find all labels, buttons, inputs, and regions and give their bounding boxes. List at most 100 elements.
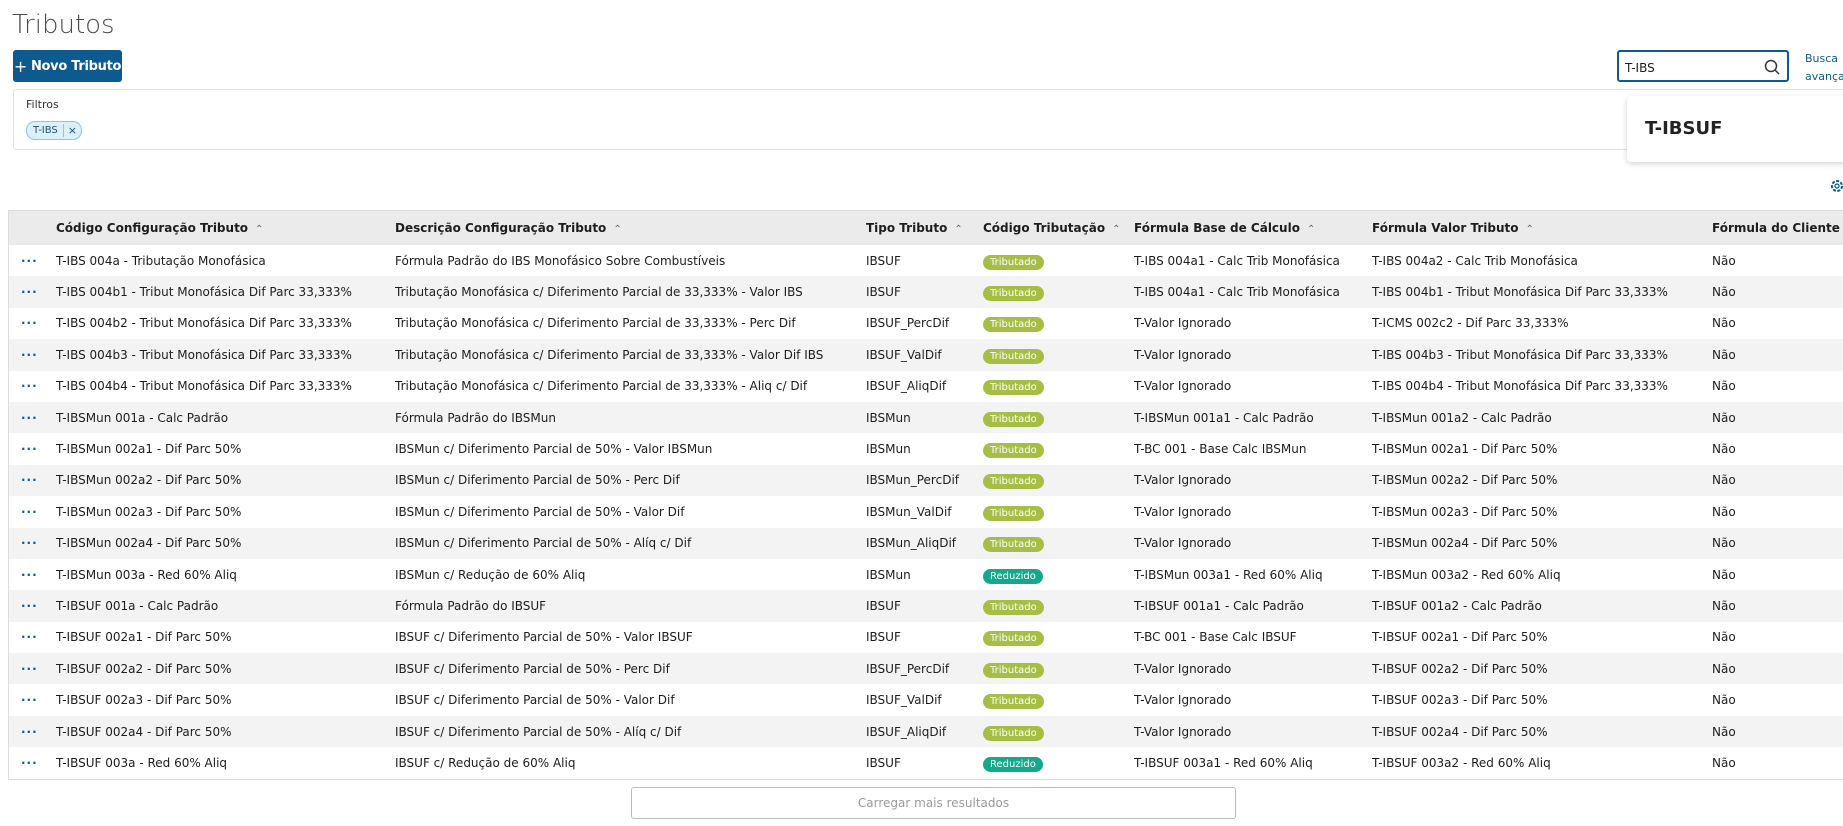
cell-text: IBSMun [866, 410, 911, 425]
cell-text: IBSMun_ValDif [866, 504, 952, 519]
cell: Reduzido [983, 568, 1043, 584]
column-header[interactable]: Fórmula Valor Tributo ⌃ [1372, 221, 1534, 235]
cell-text: Tributação Monofásica c/ Diferimento Par… [395, 379, 808, 394]
cell-text: IBSMun [866, 442, 911, 457]
search-icon [1764, 59, 1780, 75]
settings-icon[interactable] [1829, 178, 1843, 194]
new-button[interactable]: + Novo Tributo [13, 50, 122, 82]
advanced-search[interactable]: Busca avançada [1805, 52, 1843, 83]
cell-text: IBSUF_AliqDif [866, 379, 947, 394]
table-row: ··· T-IBSUF 002a1 - Dif Parc 50% IBSUF c/ … [9, 622, 1843, 653]
search-value: T-IBS [1625, 61, 1655, 75]
cell-text: T-IBS 004a - Tributação Monofásica [56, 253, 266, 268]
status-badge: Tributado [983, 286, 1044, 302]
column-header[interactable]: Código Configuração Tributo ⌃ [56, 221, 263, 235]
row-actions[interactable]: ··· [21, 410, 38, 425]
status-badge: Tributado [983, 443, 1044, 459]
search-suggestions: T-IBSUF [1627, 96, 1843, 162]
column-header[interactable]: Fórmula Base de Cálculo ⌃ [1134, 221, 1315, 235]
cell: Tributado [983, 662, 1044, 678]
cell-text: IBSUF c/ Redução de 60% Aliq [395, 755, 576, 770]
table-row: ··· T-IBSMun 002a1 - Dif Parc 50% IBSMun c… [9, 433, 1843, 464]
cell-text: IBSMun_PercDif [866, 473, 959, 488]
cell-text: Não [1712, 473, 1736, 488]
status-badge: Tributado [983, 380, 1044, 396]
sort-icon[interactable]: ⌃ [954, 224, 963, 235]
status-badge: Tributado [983, 474, 1044, 490]
chip-label: T-IBS [33, 125, 58, 136]
row-actions[interactable]: ··· [21, 598, 38, 613]
status-badge: Tributado [983, 725, 1044, 741]
cell-text: IBSMun c/ Redução de 60% Aliq [395, 567, 586, 582]
row-actions[interactable]: ··· [21, 285, 38, 300]
cell-text: T-IBSUF 002a3 - Dif Parc 50% [56, 693, 232, 708]
cell-text: IBSUF [866, 598, 901, 613]
chip-remove[interactable]: × [62, 124, 77, 137]
cell-text: IBSUF [866, 253, 901, 268]
sort-icon[interactable]: ⌃ [613, 224, 622, 235]
cell: Tributado [983, 442, 1044, 459]
sort-icon[interactable]: ⌃ [255, 224, 264, 235]
suggestion[interactable]: T-IBSUF [1645, 118, 1723, 139]
cell-text: T-IBSMun 003a1 - Red 60% Aliq [1134, 567, 1323, 582]
page-title: Tributos [12, 10, 115, 40]
sort-icon[interactable]: ⌃ [1525, 224, 1534, 235]
cell: Tributado [983, 630, 1044, 647]
cell-text: T-Valor Ignorado [1134, 379, 1232, 394]
table-row: ··· T-IBS 004a - Tributação Monofásica Fór… [9, 245, 1843, 276]
filter-chip[interactable]: T-IBS × [26, 121, 82, 140]
cell-text: T-IBS 004b4 - Tribut Monofásica Dif Parc… [1372, 379, 1668, 394]
load-more-button[interactable]: Carregar mais resultados [631, 787, 1236, 819]
row-actions[interactable]: ··· [21, 347, 38, 362]
table-row: ··· T-IBS 004b3 - Tribut Monofásica Dif P… [9, 339, 1843, 371]
cell-text: T-IBSMun 003a - Red 60% Aliq [56, 567, 237, 582]
cell-text: Não [1712, 536, 1736, 551]
cell-text: T-IBSMun 002a1 - Dif Parc 50% [1372, 442, 1558, 457]
row-actions[interactable]: ··· [21, 693, 38, 708]
row-actions[interactable]: ··· [21, 661, 38, 676]
column-header[interactable]: Descrição Configuração Tributo ⌃ [395, 221, 622, 235]
cell-text: Não [1712, 693, 1736, 708]
cell-text: T-IBS 004b1 - Tribut Monofásica Dif Parc… [56, 285, 352, 300]
status-badge: Tributado [983, 599, 1044, 615]
cell-text: T-IBS 004b2 - Tribut Monofásica Dif Parc… [56, 316, 352, 331]
column-header[interactable]: Código Tributação ⌃ [983, 221, 1120, 235]
cell-text: T-Valor Ignorado [1134, 536, 1232, 551]
cell-text: Não [1712, 598, 1736, 613]
status-badge: Reduzido [983, 756, 1043, 772]
column-header[interactable]: Tipo Tributo ⌃ [866, 221, 963, 235]
column-header[interactable]: Fórmula do Cliente⌃ [1712, 221, 1843, 235]
cell-text: Não [1712, 755, 1736, 770]
cell-text: Não [1712, 661, 1736, 676]
cell-text: Tributação Monofásica c/ Diferimento Par… [395, 316, 796, 331]
row-actions[interactable]: ··· [21, 442, 38, 457]
row-actions[interactable]: ··· [21, 379, 38, 394]
table-row: ··· T-IBSUF 002a2 - Dif Parc 50% IBSUF c/ … [9, 653, 1843, 685]
row-actions[interactable]: ··· [21, 567, 38, 582]
cell-text: T-Valor Ignorado [1134, 347, 1232, 362]
cell-text: Não [1712, 442, 1736, 457]
sort-icon[interactable]: ⌃ [1112, 224, 1121, 235]
row-actions[interactable]: ··· [21, 536, 38, 551]
row-actions[interactable]: ··· [21, 630, 38, 645]
cell-text: T-IBSUF 002a1 - Dif Parc 50% [56, 630, 232, 645]
column-label: Fórmula Valor Tributo [1372, 221, 1519, 235]
table-row: ··· T-IBSMun 002a4 - Dif Parc 50% IBSMun c… [9, 527, 1843, 559]
column-label: Código Configuração Tributo [56, 221, 249, 235]
row-actions[interactable]: ··· [21, 253, 38, 268]
cell-text: Fórmula Padrão do IBSUF [395, 598, 547, 613]
row-actions[interactable]: ··· [21, 504, 38, 519]
sort-icon[interactable]: ⌃ [1306, 224, 1316, 235]
row-actions[interactable]: ··· [21, 724, 38, 739]
cell: Tributado [983, 599, 1044, 615]
row-actions[interactable]: ··· [21, 316, 38, 331]
cell: Tributado [983, 285, 1044, 302]
cell-text: Não [1712, 504, 1736, 519]
cell-text: T-IBSMun 002a4 - Dif Parc 50% [1372, 536, 1558, 551]
row-actions[interactable]: ··· [21, 755, 38, 770]
cell-text: IBSUF c/ Diferimento Parcial de 50% - Va… [395, 693, 675, 708]
search-input[interactable]: T-IBS [1617, 50, 1789, 82]
row-actions[interactable]: ··· [21, 473, 38, 488]
cell-text: IBSMun c/ Diferimento Parcial de 50% - A… [395, 536, 692, 551]
